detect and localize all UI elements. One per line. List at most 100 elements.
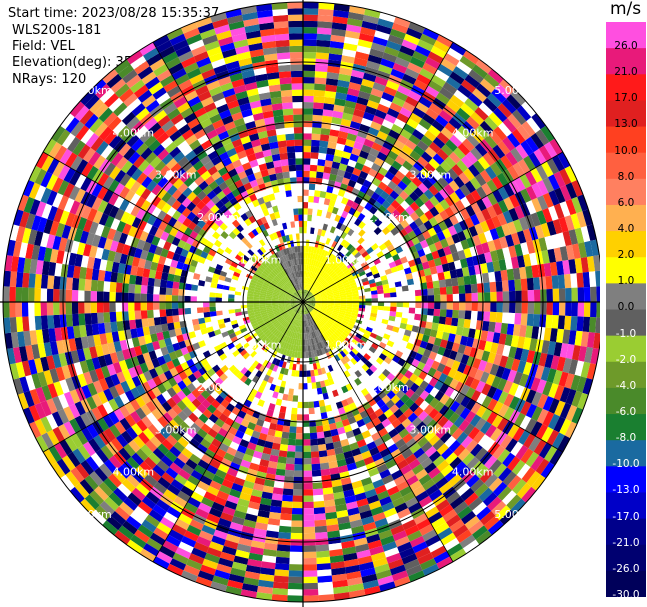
ppi-gate	[373, 325, 381, 332]
ppi-gate	[171, 308, 179, 316]
ppi-gate	[427, 336, 436, 345]
ppi-gate	[387, 213, 396, 223]
ppi-gate	[324, 285, 331, 290]
ppi-gate	[400, 317, 408, 325]
ppi-gate	[442, 81, 458, 95]
ppi-gate	[307, 202, 314, 209]
ppi-gate	[357, 39, 373, 49]
ppi-gate	[333, 104, 345, 113]
ppi-gate	[461, 266, 470, 277]
ppi-gate	[315, 300, 322, 302]
ppi-gate	[388, 428, 399, 439]
ppi-gate	[292, 495, 303, 502]
ppi-gate	[431, 472, 445, 484]
ppi-gate	[338, 313, 345, 318]
ppi-gate	[371, 452, 383, 462]
ppi-gate	[488, 271, 496, 283]
ppi-gate	[316, 39, 331, 48]
ppi-gate	[364, 311, 371, 317]
ppi-gate	[357, 285, 365, 291]
ppi-gate	[362, 333, 370, 340]
ppi-gate	[342, 339, 350, 347]
ppi-gate	[326, 268, 333, 275]
ppi-gate	[333, 3, 350, 12]
ppi-gate	[110, 321, 118, 333]
ppi-gate	[307, 305, 313, 311]
ppi-gate	[303, 20, 318, 28]
ppi-gate	[571, 390, 583, 408]
ppi-gate	[289, 551, 303, 559]
ppi-gate	[358, 295, 366, 300]
ppi-gate	[348, 279, 356, 285]
ppi-gate	[540, 366, 551, 382]
ppi-gate	[403, 33, 420, 46]
ppi-gate	[413, 432, 425, 443]
ppi-gate	[536, 379, 547, 394]
ppi-gate	[493, 353, 503, 366]
ppi-gate	[352, 302, 360, 305]
ppi-gate	[311, 288, 317, 294]
ppi-gate	[376, 70, 391, 81]
ppi-gate	[374, 457, 386, 468]
ppi-gate	[349, 153, 359, 162]
ppi-gate	[329, 317, 336, 323]
ppi-gate	[321, 299, 328, 301]
ppi-gate	[312, 280, 317, 287]
ppi-gate	[28, 316, 36, 331]
ppi-gate	[409, 480, 423, 492]
ppi-gate	[306, 283, 309, 291]
ppi-gate	[466, 237, 476, 248]
ppi-gate	[367, 54, 383, 65]
ppi-gate	[351, 290, 359, 295]
ppi-gate	[396, 332, 404, 341]
ppi-gate	[313, 324, 318, 331]
ppi-gate	[358, 374, 366, 383]
ppi-gate	[361, 216, 370, 225]
ppi-gate	[546, 429, 560, 446]
ppi-gate	[292, 395, 299, 402]
ppi-gate	[428, 243, 438, 253]
ppi-gate	[378, 213, 387, 223]
ppi-gate	[184, 289, 192, 297]
ppi-gate	[342, 348, 349, 356]
ppi-gate	[318, 8, 334, 17]
ppi-gate	[325, 359, 331, 367]
ppi-gate	[368, 357, 376, 365]
ppi-gate	[312, 253, 316, 260]
ppi-gate	[333, 296, 341, 299]
ppi-gate	[407, 412, 418, 423]
ppi-gate	[408, 350, 418, 359]
ppi-gate	[440, 58, 457, 72]
ppi-gate	[375, 262, 383, 269]
ppi-gate	[343, 191, 352, 200]
ppi-gate	[454, 381, 465, 393]
ppi-gate	[593, 255, 600, 272]
ppi-gate	[377, 289, 384, 295]
ppi-gate	[109, 291, 116, 302]
ppi-gate	[454, 211, 465, 223]
ppi-gate	[438, 109, 453, 123]
ppi-gate	[315, 58, 329, 66]
ppi-gate	[354, 162, 364, 171]
ppi-gate	[492, 445, 506, 460]
ppi-gate	[525, 265, 533, 279]
ppi-gate	[409, 201, 420, 212]
ppi-gate	[403, 123, 416, 135]
ppi-gate	[421, 441, 433, 453]
ppi-gate	[438, 220, 448, 232]
ppi-gate	[309, 319, 314, 326]
ppi-gate	[349, 215, 358, 224]
ppi-gate	[457, 362, 467, 374]
ppi-gate	[391, 433, 403, 444]
ppi-gate	[431, 120, 445, 132]
ppi-gate	[386, 222, 396, 232]
ppi-gate	[358, 310, 365, 315]
ppi-gate	[303, 576, 318, 584]
ppi-gate	[330, 314, 338, 319]
ppi-gate	[346, 302, 353, 305]
ppi-gate	[504, 257, 513, 270]
ppi-gate	[468, 367, 478, 379]
ppi-gate	[493, 463, 507, 478]
ppi-gate	[508, 207, 519, 222]
ppi-gate	[372, 200, 382, 210]
